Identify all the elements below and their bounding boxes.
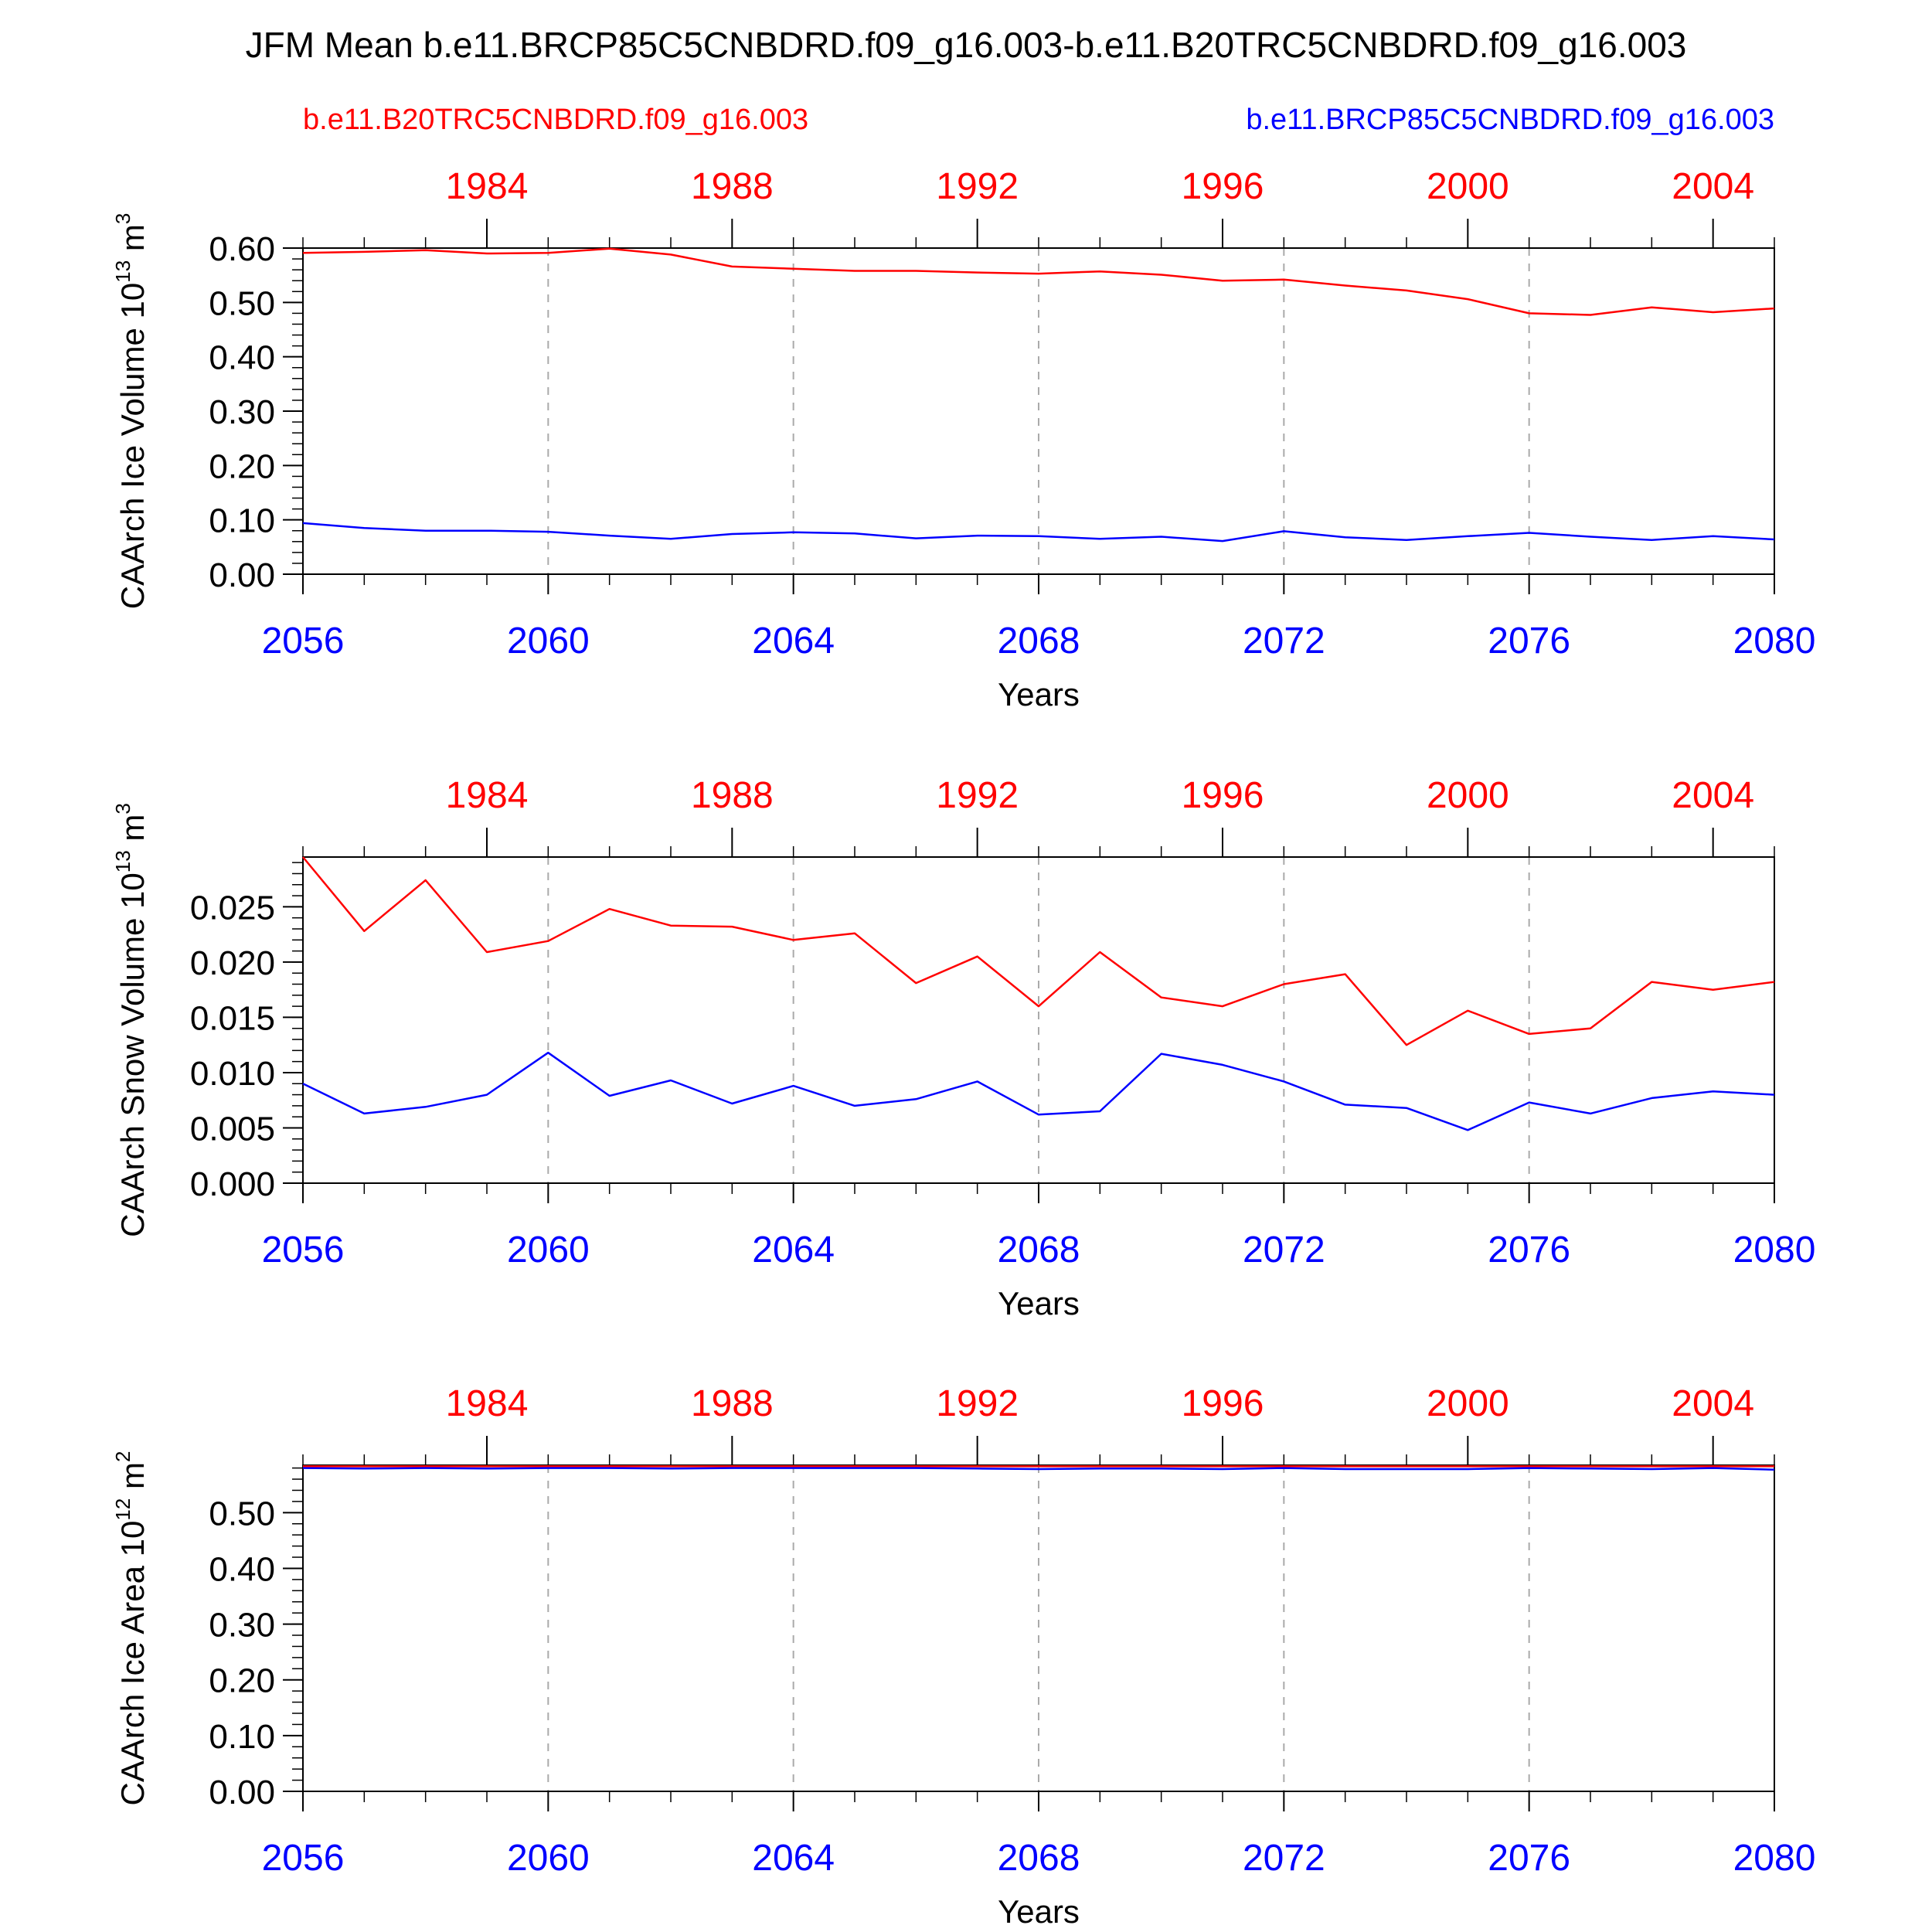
y-axis-label: CAArch Ice Volume 1013 m3 [111,213,151,610]
legend-historical: b.e11.B20TRC5CNBDRD.f09_g16.003 [303,104,808,136]
legend-future: b.e11.BRCP85C5CNBDRD.f09_g16.003 [1246,104,1774,136]
series-line-future [302,522,1775,543]
x-tick-label-top: 1988 [691,166,774,207]
x-tick-label-bottom: 2060 [507,1838,590,1879]
y-axis-label: CAArch Snow Volume 1013 m3 [111,803,151,1237]
x-tick-label-top: 1996 [1182,775,1264,816]
x-tick-label-bottom: 2072 [1243,1838,1325,1879]
chart-panel-2: 0.000 0.005 0.010 0.015 0.020 0.025 2056 2060 20… [111,775,1815,1321]
x-tick-label-bottom: 2068 [998,1838,1080,1879]
x-tick-label-bottom: 2080 [1733,1838,1816,1879]
y-tick-label: 0.00 [209,1774,275,1811]
x-tick-label-bottom: 2068 [998,621,1080,662]
x-tick-label-bottom: 2080 [1733,621,1816,662]
series-line-historical [302,856,1775,1046]
x-tick-label-top: 1992 [936,1383,1019,1424]
x-tick-label-bottom: 2072 [1243,621,1325,662]
series-line-future [302,1467,1775,1471]
x-tick-label-bottom: 2080 [1733,1230,1816,1270]
x-tick-label-bottom: 2064 [752,1230,835,1270]
y-tick-label: 0.20 [209,1662,275,1700]
x-tick-label-top: 2000 [1427,1383,1509,1424]
x-tick-label-top: 1984 [446,1383,529,1424]
x-tick-label-bottom: 2076 [1488,621,1570,662]
y-tick-label: 0.30 [209,1607,275,1645]
y-tick-label: 0.40 [209,1550,275,1588]
x-tick-label-bottom: 2056 [262,1230,345,1270]
x-tick-label-top: 1988 [691,1383,774,1424]
x-tick-label-bottom: 2076 [1488,1838,1570,1879]
y-tick-label: 0.000 [190,1165,275,1203]
plot-frame [302,247,1775,575]
x-tick-label-bottom: 2064 [752,1838,835,1879]
x-tick-label-top: 1996 [1182,166,1264,207]
x-tick-label-top: 2000 [1427,166,1509,207]
x-tick-label-bottom: 2068 [998,1230,1080,1270]
x-tick-label-top: 1984 [446,775,529,816]
y-tick-label: 0.10 [209,1718,275,1756]
y-tick-label: 0.015 [190,999,275,1037]
y-tick-label: 0.025 [190,889,275,927]
x-tick-label-bottom: 2060 [507,1230,590,1270]
y-tick-label: 0.020 [190,944,275,982]
plot-frame [302,1464,1775,1792]
y-tick-label: 0.010 [190,1055,275,1093]
y-tick-label: 0.30 [209,393,275,431]
series-line-future [302,1051,1775,1131]
x-tick-label-bottom: 2056 [262,1838,345,1879]
x-axis-label: Years [998,676,1080,713]
x-tick-label-bottom: 2064 [752,621,835,662]
x-tick-label-top: 1992 [936,166,1019,207]
figure-title: JFM Mean b.e11.BRCP85C5CNBDRD.f09_g16.00… [246,25,1687,65]
x-tick-label-bottom: 2076 [1488,1230,1570,1270]
x-tick-label-top: 2004 [1672,1383,1754,1424]
y-tick-label: 0.10 [209,502,275,540]
x-tick-label-top: 2004 [1672,166,1754,207]
chart-panel-1: 0.00 0.10 0.20 0.30 0.40 0.50 0.60 2056 2060 2064… [111,166,1815,713]
x-axis-label: Years [998,1893,1080,1930]
x-tick-label-top: 1996 [1182,1383,1264,1424]
panels: 0.00 0.10 0.20 0.30 0.40 0.50 0.60 2056 2060 2064… [111,166,1815,1930]
x-axis-label: Years [998,1285,1080,1321]
chart-panel-3: 0.00 0.10 0.20 0.30 0.40 0.50 2056 2060 2064 2068… [111,1383,1815,1930]
y-tick-label: 0.50 [209,284,275,322]
x-tick-label-bottom: 2072 [1243,1230,1325,1270]
y-tick-label: 0.00 [209,556,275,594]
y-tick-label: 0.20 [209,447,275,485]
y-axis-label: CAArch Ice Area 1012 m2 [111,1451,151,1806]
plot-frame [302,856,1775,1184]
y-tick-label: 0.40 [209,339,275,377]
x-tick-label-top: 2004 [1672,775,1754,816]
y-tick-label: 0.60 [209,230,275,268]
x-tick-label-top: 1988 [691,775,774,816]
y-tick-label: 0.005 [190,1110,275,1148]
y-tick-label: 0.50 [209,1495,275,1532]
x-tick-label-top: 1984 [446,166,529,207]
x-tick-label-bottom: 2056 [262,621,345,662]
x-tick-label-bottom: 2060 [507,621,590,662]
series-line-historical [302,247,1775,316]
x-tick-label-top: 1992 [936,775,1019,816]
x-tick-label-top: 2000 [1427,775,1509,816]
